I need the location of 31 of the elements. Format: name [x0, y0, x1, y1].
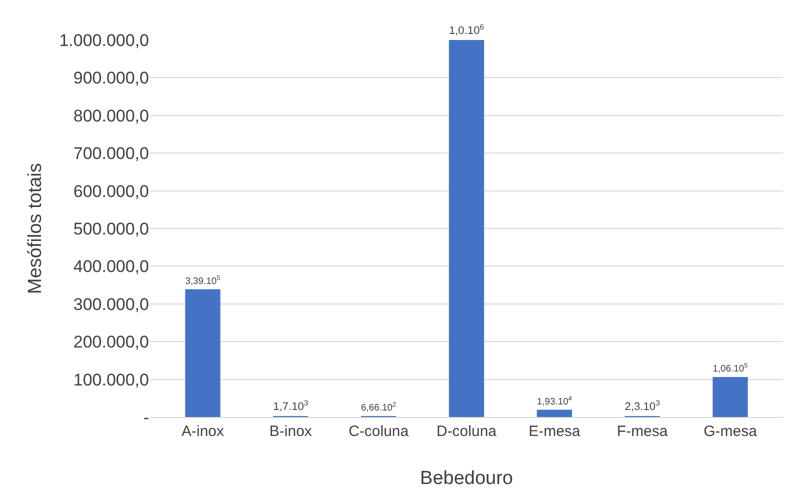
bar — [448, 40, 484, 417]
bar — [536, 410, 572, 417]
y-tick-label: 300.000,0 — [73, 294, 149, 314]
x-tick-label: G-mesa — [704, 423, 758, 440]
data-label: 1,7.10$^{3}$ — [273, 398, 308, 414]
x-axis-title: Bebedouro — [420, 468, 513, 489]
y-tick-label: 1.000.000,0 — [59, 30, 149, 50]
x-tick-label: D-coluna — [436, 423, 498, 440]
x-tick-label: F-mesa — [616, 423, 668, 440]
y-tick-label: 900.000,0 — [73, 68, 149, 88]
y-tick-label: 100.000,0 — [73, 370, 149, 390]
data-label: 3,39.10$^{5}$ — [185, 274, 221, 286]
x-tick-label: C-coluna — [348, 423, 410, 440]
data-label: 1,93.10$^{4}$ — [536, 395, 572, 406]
y-tick-label: 400.000,0 — [73, 257, 149, 276]
bar — [712, 377, 748, 417]
x-tick-label: B-inox — [269, 423, 312, 440]
x-tick-label: A-inox — [181, 423, 224, 440]
data-label: 1,06.10$^{5}$ — [712, 362, 748, 374]
y-tick-label: 700.000,0 — [73, 144, 149, 164]
y-tick-label: 800.000,0 — [73, 106, 149, 126]
y-tick-label: - — [143, 408, 149, 427]
bar — [185, 289, 220, 417]
data-label: 2,3.10$^{3}$ — [624, 398, 660, 414]
data-label: 1,0.10$^{6}$ — [448, 22, 484, 38]
x-tick-label: E-mesa — [528, 423, 581, 440]
y-tick-label: 200.000,0 — [73, 332, 149, 352]
y-axis-title: Mesófilos totais — [25, 163, 46, 294]
data-label: 6,66.10$^{2}$ — [361, 402, 396, 413]
y-tick-label: 600.000,0 — [73, 182, 149, 201]
y-tick-label: 500.000,0 — [73, 219, 149, 238]
